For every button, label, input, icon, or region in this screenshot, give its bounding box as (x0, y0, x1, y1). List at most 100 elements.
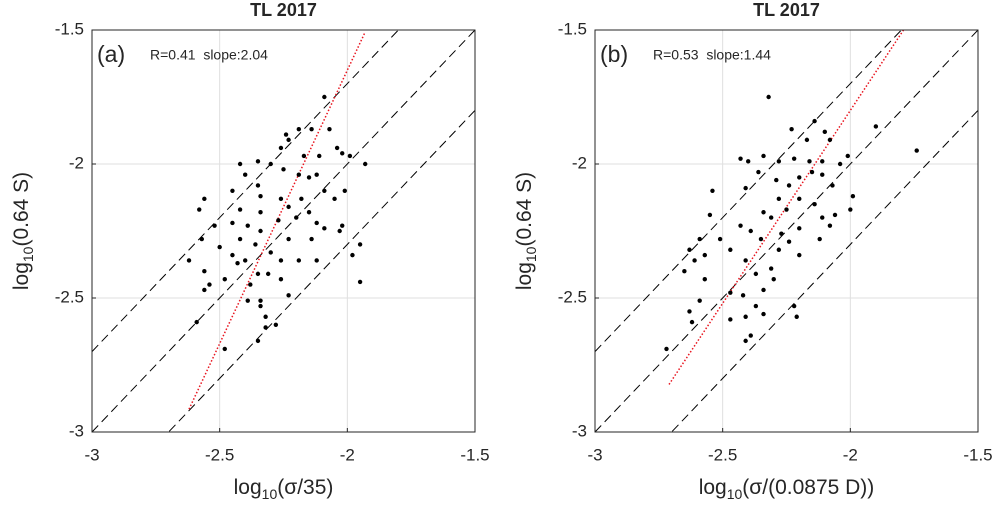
reference-line (92, 30, 475, 432)
point (797, 175, 802, 180)
point (797, 226, 802, 231)
y-tick-label: -2.5 (558, 287, 587, 306)
point (222, 346, 227, 352)
point (776, 159, 782, 164)
point (248, 282, 253, 287)
y-tick-label: -1.5 (558, 19, 587, 38)
panel-label: (a) (97, 41, 125, 67)
point (258, 193, 263, 199)
point (340, 223, 345, 228)
reference-line (167, 110, 475, 432)
point (299, 196, 304, 202)
point (340, 151, 345, 156)
point (322, 226, 327, 231)
point (296, 126, 302, 132)
fit-line (668, 30, 905, 385)
point (243, 258, 248, 263)
point (837, 161, 843, 167)
point (350, 252, 355, 258)
point (212, 223, 217, 228)
point (743, 185, 748, 191)
point (202, 196, 207, 202)
point (697, 298, 702, 303)
point (717, 236, 723, 242)
point (286, 137, 291, 143)
chart-title: TL 2017 (250, 0, 317, 20)
point (322, 188, 327, 193)
point (692, 258, 697, 263)
y-tick-label: -3 (69, 421, 84, 440)
x-axis-label: log10(σ/35) (234, 476, 334, 502)
y-tick-label: -2 (572, 153, 587, 172)
point (255, 183, 261, 188)
point (743, 258, 748, 263)
point (276, 218, 281, 223)
point (748, 333, 753, 338)
point (827, 223, 833, 228)
point (194, 319, 199, 325)
point (186, 258, 192, 263)
point (230, 220, 235, 226)
x-tick-label: -2.5 (708, 445, 737, 464)
point (265, 271, 271, 277)
point (237, 236, 243, 242)
x-axis-label-base: log (234, 476, 262, 499)
point (309, 126, 314, 132)
point (761, 311, 766, 317)
point (850, 193, 856, 199)
point (278, 258, 284, 263)
point (202, 287, 207, 293)
point (748, 228, 753, 234)
point (914, 148, 919, 153)
point (728, 290, 733, 295)
point (306, 175, 312, 180)
point (294, 215, 299, 220)
panel-label: (b) (600, 41, 628, 67)
plot-content (595, 30, 978, 432)
point (728, 247, 733, 252)
point (740, 293, 746, 298)
point (278, 145, 284, 151)
point (753, 303, 759, 309)
point (245, 298, 250, 303)
point (789, 126, 794, 132)
point (776, 196, 782, 202)
point (812, 118, 817, 124)
point (873, 124, 879, 129)
point (337, 228, 342, 234)
point (347, 153, 353, 159)
point (342, 188, 347, 193)
point (357, 279, 363, 285)
y-axis-label-rest: (0.64 S) (513, 172, 536, 247)
point (768, 215, 774, 220)
point (776, 247, 782, 252)
point (197, 207, 202, 212)
point (263, 314, 268, 319)
y-tick-label: -1.5 (55, 19, 84, 38)
point (848, 207, 853, 212)
point (237, 161, 243, 167)
y-axis-label: log10(0.64 S) (513, 172, 539, 290)
y-tick-label: -2.5 (55, 287, 84, 306)
point (286, 293, 291, 298)
point (786, 239, 792, 244)
point (273, 322, 279, 327)
point (334, 145, 340, 151)
x-axis-label-base: log (699, 476, 727, 499)
point (817, 236, 822, 242)
point (786, 183, 792, 188)
point (357, 242, 363, 247)
point (827, 137, 833, 143)
point (707, 212, 713, 218)
point (820, 172, 825, 177)
reference-line (595, 30, 978, 432)
point (822, 129, 827, 135)
axes-box (594, 29, 979, 433)
annotation: R=0.41 slope:2.04 (150, 47, 268, 63)
point (217, 244, 222, 250)
x-tick-label: -2 (843, 445, 858, 464)
point (317, 153, 322, 159)
point (245, 223, 250, 228)
point (743, 314, 748, 319)
reference-line (92, 30, 400, 352)
